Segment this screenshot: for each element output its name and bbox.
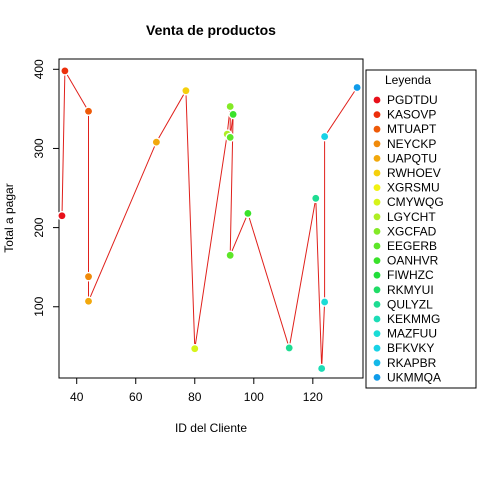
legend-entry: EEGERB — [387, 239, 437, 253]
x-tick-label: 120 — [303, 390, 323, 404]
legend-entry: XGRSMU — [387, 181, 440, 195]
data-point — [61, 67, 69, 75]
y-tick-label: 300 — [32, 138, 46, 158]
plot-area — [58, 58, 364, 379]
x-tick-label: 60 — [129, 390, 143, 404]
data-point — [85, 297, 92, 305]
legend-box — [365, 69, 477, 389]
legend-entry: UKMMQA — [387, 370, 441, 384]
legend-marker — [373, 301, 381, 308]
x-tick-label: 40 — [70, 390, 84, 404]
y-axis-label: Total a pagar — [2, 183, 16, 252]
legend-marker — [373, 140, 381, 148]
legend-entry: KASOVP — [387, 108, 436, 122]
data-point — [285, 344, 293, 352]
connecting-line — [61, 69, 358, 369]
data-point — [226, 133, 234, 141]
data-point — [152, 138, 160, 146]
y-tick-label: 200 — [32, 217, 46, 237]
legend-marker — [373, 315, 381, 323]
legend-entry: LGYCHT — [387, 210, 436, 224]
series-line — [61, 69, 358, 369]
data-point — [58, 212, 66, 220]
legend-entry: RKMYUI — [387, 283, 434, 297]
data-point — [318, 365, 326, 372]
legend-entry: FIWHZC — [387, 268, 434, 282]
legend-entry: CMYWQG — [387, 195, 444, 209]
x-axis-label: ID del Cliente — [175, 421, 247, 435]
data-point — [85, 107, 92, 115]
legend-marker — [373, 96, 381, 104]
legend-marker — [373, 374, 381, 381]
legend-entry: QULYZL — [387, 297, 433, 311]
legend-marker — [373, 359, 381, 367]
x-tick-label: 80 — [188, 390, 202, 404]
legend-entry: MAZFUU — [387, 327, 437, 341]
legend-entry: NEYCKP — [387, 137, 436, 151]
data-point — [353, 84, 361, 91]
legend-entry: RKAPBR — [387, 356, 437, 370]
legend-marker — [373, 330, 381, 337]
y-tick-label: 400 — [32, 59, 46, 79]
legend-entry: OANHVR — [387, 254, 439, 268]
legend-marker — [373, 184, 381, 192]
legend-marker — [373, 111, 381, 118]
data-point — [321, 133, 329, 140]
data-points — [57, 66, 362, 374]
y-axis: 100 200 300 400 — [32, 59, 59, 317]
x-tick-label: 100 — [244, 390, 264, 404]
data-point — [182, 87, 190, 95]
chart-title: Venta de productos — [146, 22, 276, 38]
legend-marker — [373, 125, 381, 133]
legend-marker — [373, 198, 381, 206]
legend-marker — [373, 286, 381, 294]
legend-entry: PGDTDU — [387, 93, 438, 107]
data-point — [226, 251, 234, 259]
data-point — [85, 273, 92, 281]
legend-marker — [373, 169, 381, 177]
data-point — [244, 209, 252, 217]
legend-marker — [373, 228, 381, 235]
data-point — [191, 345, 199, 353]
x-axis: 40 60 80 100 120 — [70, 378, 323, 404]
legend-entry: RWHOEV — [387, 166, 441, 180]
legend-marker — [373, 344, 381, 352]
legend-title: Leyenda — [385, 73, 431, 87]
legend-entry: MTUAPT — [387, 122, 437, 136]
legend-marker — [373, 213, 381, 221]
legend-items: PGDTDUKASOVPMTUAPTNEYCKPUAPQTURWHOEVXGRS… — [373, 93, 444, 384]
legend-entry: BFKVKY — [387, 341, 434, 355]
data-point — [226, 103, 234, 110]
legend-entry: XGCFAD — [387, 224, 437, 238]
legend-entry: KEKMMG — [387, 312, 440, 326]
legend-marker — [373, 271, 381, 279]
legend-marker — [373, 242, 381, 250]
data-point — [229, 111, 237, 118]
data-point — [321, 298, 329, 306]
legend-marker — [373, 257, 381, 264]
data-point — [312, 194, 320, 202]
legend-entry: UAPQTU — [387, 151, 437, 165]
y-tick-label: 100 — [32, 296, 46, 316]
legend: Leyenda PGDTDUKASOVPMTUAPTNEYCKPUAPQTURW… — [365, 69, 477, 389]
legend-marker — [373, 155, 381, 162]
